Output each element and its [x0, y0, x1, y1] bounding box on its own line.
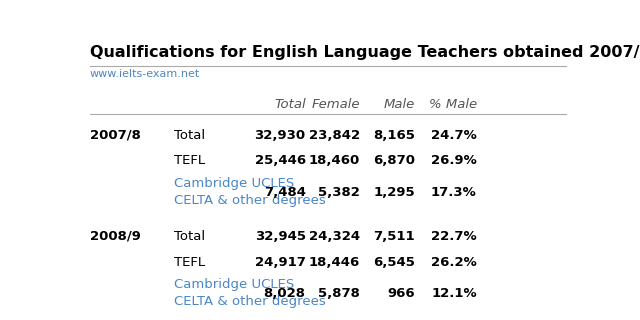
- Text: 18,460: 18,460: [309, 155, 360, 167]
- Text: 26.9%: 26.9%: [431, 155, 477, 167]
- Text: % Male: % Male: [429, 98, 477, 110]
- Text: 32,945: 32,945: [255, 230, 306, 243]
- Text: 2007/8: 2007/8: [90, 129, 141, 142]
- Text: Cambridge UCLES
CELTA & other degrees: Cambridge UCLES CELTA & other degrees: [174, 278, 326, 308]
- Text: 966: 966: [387, 287, 415, 300]
- Text: Cambridge UCLES
CELTA & other degrees: Cambridge UCLES CELTA & other degrees: [174, 177, 326, 207]
- Text: 5,878: 5,878: [318, 287, 360, 300]
- Text: 17.3%: 17.3%: [431, 186, 477, 199]
- Text: 6,870: 6,870: [372, 155, 415, 167]
- Text: 24,917: 24,917: [255, 255, 306, 268]
- Text: 23,842: 23,842: [309, 129, 360, 142]
- Text: 2008/9: 2008/9: [90, 230, 141, 243]
- Text: 1,295: 1,295: [373, 186, 415, 199]
- Text: 8,165: 8,165: [373, 129, 415, 142]
- Text: 5,382: 5,382: [318, 186, 360, 199]
- Text: Total: Total: [174, 230, 205, 243]
- Text: 24.7%: 24.7%: [431, 129, 477, 142]
- Text: 12.1%: 12.1%: [431, 287, 477, 300]
- Text: 25,446: 25,446: [255, 155, 306, 167]
- Text: Total: Total: [174, 129, 205, 142]
- Text: TEFL: TEFL: [174, 155, 205, 167]
- Text: 26.2%: 26.2%: [431, 255, 477, 268]
- Text: 7,484: 7,484: [264, 186, 306, 199]
- Text: 18,446: 18,446: [309, 255, 360, 268]
- Text: Female: Female: [312, 98, 360, 110]
- Text: 24,324: 24,324: [309, 230, 360, 243]
- Text: 6,545: 6,545: [373, 255, 415, 268]
- Text: 8,028: 8,028: [264, 287, 306, 300]
- Text: www.ielts-exam.net: www.ielts-exam.net: [90, 69, 200, 79]
- Text: TEFL: TEFL: [174, 255, 205, 268]
- Text: Qualifications for English Language Teachers obtained 2007/8 and 2008/9, UK: Qualifications for English Language Teac…: [90, 44, 640, 60]
- Text: 32,930: 32,930: [255, 129, 306, 142]
- Text: 7,511: 7,511: [373, 230, 415, 243]
- Text: Total: Total: [274, 98, 306, 110]
- Text: 22.7%: 22.7%: [431, 230, 477, 243]
- Text: Male: Male: [383, 98, 415, 110]
